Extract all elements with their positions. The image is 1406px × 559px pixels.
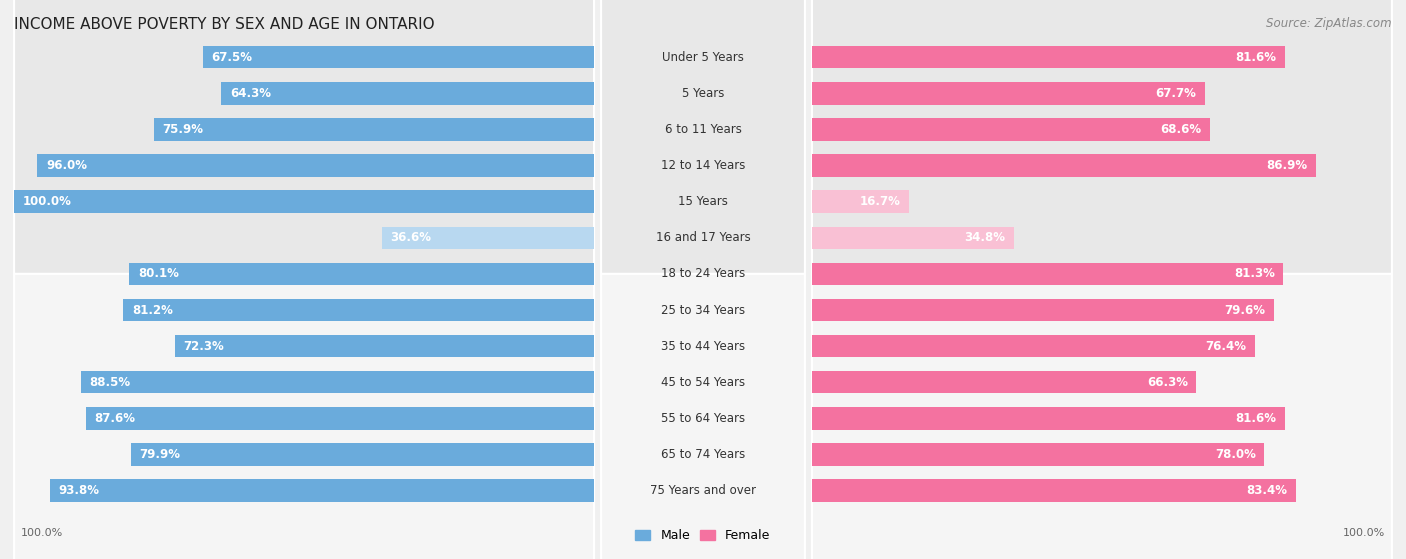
Bar (813, 191, 908, 213)
FancyBboxPatch shape (14, 0, 593, 274)
Text: 6 to 11 Years: 6 to 11 Years (665, 123, 741, 136)
Text: 12 to 14 Years: 12 to 14 Years (661, 159, 745, 172)
Text: 72.3%: 72.3% (183, 340, 224, 353)
Text: 34.8%: 34.8% (965, 231, 1005, 244)
Bar (813, 263, 1284, 285)
Text: 16.7%: 16.7% (859, 195, 900, 208)
FancyBboxPatch shape (602, 274, 806, 559)
Bar (813, 407, 1285, 429)
Text: 36.6%: 36.6% (391, 231, 432, 244)
Text: 96.0%: 96.0% (46, 159, 87, 172)
Text: 81.6%: 81.6% (1236, 51, 1277, 64)
Text: 78.0%: 78.0% (1215, 448, 1256, 461)
Bar (38, 154, 595, 177)
FancyBboxPatch shape (813, 0, 1392, 274)
Bar (131, 443, 595, 466)
Bar (51, 480, 595, 502)
Text: 65 to 74 Years: 65 to 74 Years (661, 448, 745, 461)
Text: 75.9%: 75.9% (163, 123, 204, 136)
Bar (813, 82, 1205, 105)
Text: 81.3%: 81.3% (1234, 267, 1275, 281)
Bar (813, 226, 1014, 249)
Bar (124, 299, 595, 321)
Text: 67.7%: 67.7% (1156, 87, 1197, 100)
Text: 87.6%: 87.6% (94, 412, 135, 425)
Text: 45 to 54 Years: 45 to 54 Years (661, 376, 745, 389)
Text: 88.5%: 88.5% (90, 376, 131, 389)
Bar (813, 154, 1316, 177)
Text: 18 to 24 Years: 18 to 24 Years (661, 267, 745, 281)
Bar (14, 191, 593, 213)
Text: 76.4%: 76.4% (1205, 340, 1246, 353)
FancyBboxPatch shape (602, 0, 806, 274)
Text: 83.4%: 83.4% (1246, 484, 1286, 497)
Text: 35 to 44 Years: 35 to 44 Years (661, 340, 745, 353)
FancyBboxPatch shape (813, 274, 1392, 559)
Bar (813, 46, 1285, 68)
Text: 66.3%: 66.3% (1147, 376, 1188, 389)
Text: 16 and 17 Years: 16 and 17 Years (655, 231, 751, 244)
Text: 75 Years and over: 75 Years and over (650, 484, 756, 497)
Legend: Male, Female: Male, Female (630, 524, 776, 547)
Bar (813, 299, 1274, 321)
Bar (153, 119, 595, 141)
Text: 55 to 64 Years: 55 to 64 Years (661, 412, 745, 425)
Text: INCOME ABOVE POVERTY BY SEX AND AGE IN ONTARIO: INCOME ABOVE POVERTY BY SEX AND AGE IN O… (14, 17, 434, 32)
Text: 86.9%: 86.9% (1267, 159, 1308, 172)
Bar (202, 46, 595, 68)
Bar (382, 226, 595, 249)
Bar (80, 371, 593, 394)
Text: 79.6%: 79.6% (1225, 304, 1265, 316)
Text: 100.0%: 100.0% (22, 195, 72, 208)
Text: 100.0%: 100.0% (1343, 528, 1385, 538)
Bar (813, 335, 1256, 357)
Bar (813, 371, 1197, 394)
Text: 5 Years: 5 Years (682, 87, 724, 100)
Text: 79.9%: 79.9% (139, 448, 180, 461)
Text: 81.2%: 81.2% (132, 304, 173, 316)
Text: 68.6%: 68.6% (1160, 123, 1201, 136)
Bar (813, 443, 1264, 466)
Text: 80.1%: 80.1% (138, 267, 179, 281)
Text: Under 5 Years: Under 5 Years (662, 51, 744, 64)
Text: 100.0%: 100.0% (21, 528, 63, 538)
Bar (221, 82, 595, 105)
Bar (86, 407, 595, 429)
Text: 93.8%: 93.8% (59, 484, 100, 497)
Bar (174, 335, 595, 357)
FancyBboxPatch shape (14, 274, 593, 559)
Text: Source: ZipAtlas.com: Source: ZipAtlas.com (1267, 17, 1392, 30)
Text: 67.5%: 67.5% (211, 51, 252, 64)
Bar (129, 263, 595, 285)
Text: 15 Years: 15 Years (678, 195, 728, 208)
Bar (813, 119, 1209, 141)
Bar (813, 480, 1296, 502)
Text: 81.6%: 81.6% (1236, 412, 1277, 425)
Text: 25 to 34 Years: 25 to 34 Years (661, 304, 745, 316)
Text: 64.3%: 64.3% (229, 87, 271, 100)
